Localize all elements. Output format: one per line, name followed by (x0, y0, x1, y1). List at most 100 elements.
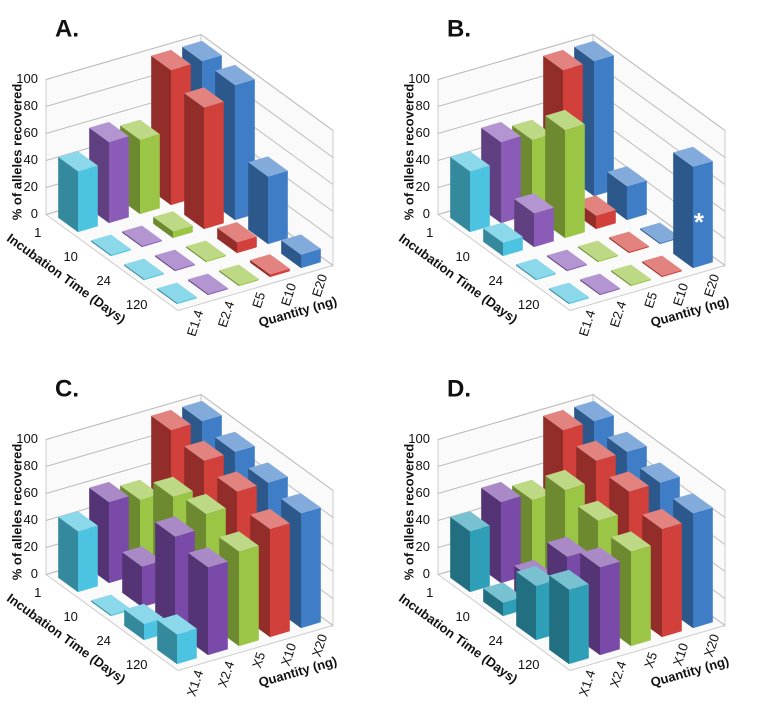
bar-top (153, 476, 193, 497)
bar-front (301, 507, 321, 629)
bar-front (569, 584, 589, 665)
bar (516, 258, 556, 281)
bar-side (122, 231, 142, 248)
bar-front (144, 273, 164, 281)
bar (450, 511, 490, 593)
bar-top (549, 569, 589, 590)
y-axis-label: % of alleles recovered (9, 84, 24, 221)
bar-top (481, 121, 521, 143)
bar-front (237, 236, 257, 254)
bar-front (594, 55, 614, 197)
bar (580, 273, 620, 296)
bar-side (549, 288, 569, 305)
z-tick-label: E20 (309, 272, 330, 299)
panel: 0 20 40 60 80 100 B. % of alleles recovered 1 10 2… (396, 15, 730, 338)
bar-top (215, 431, 255, 452)
z-tick-label: X2.4 (215, 659, 238, 689)
bar-top (543, 49, 583, 71)
annotation: * (694, 207, 705, 237)
bar-front (567, 264, 587, 272)
bar-top (576, 195, 616, 216)
bar-top (155, 516, 195, 537)
bar-top (250, 508, 290, 530)
bar-top (250, 254, 290, 275)
bar-top (124, 603, 164, 624)
bar-front (565, 124, 585, 239)
bar-front (534, 207, 554, 248)
z-tick-label: X10 (278, 641, 299, 668)
bar-side (219, 270, 239, 287)
x-tick-label: 24 (96, 633, 110, 648)
x-tick-label: 1 (426, 225, 433, 240)
y-tick-label: 80 (24, 98, 38, 113)
bar-front (470, 165, 490, 233)
z-axis-label: Quantity (ng) (649, 293, 731, 330)
bar-front (111, 249, 131, 257)
panel: 0 20 40 60 80 100 C. % of alleles recovered 1 10 2… (4, 375, 338, 698)
y-tick-label: 40 (24, 152, 38, 167)
bar-side (248, 162, 268, 245)
panel-title: D. (447, 375, 471, 402)
bar (91, 234, 131, 257)
bar (673, 146, 713, 269)
bar-top (481, 481, 521, 503)
bar-top (217, 471, 257, 492)
z-axis-label: Quantity (ng) (649, 653, 731, 690)
y-tick-label: 40 (416, 512, 430, 527)
y-tick-label: 60 (416, 125, 430, 140)
panel: 0 20 40 60 80 100 A. % of alleles recovered 1 10 2… (4, 15, 338, 338)
y-tick-label: 60 (24, 125, 38, 140)
bar-top (91, 594, 131, 615)
z-tick-label: E2.4 (215, 299, 238, 329)
bar-front (470, 525, 490, 593)
bar-top (184, 440, 224, 461)
bar-top (184, 87, 224, 108)
bar (248, 156, 288, 245)
bar (547, 249, 587, 272)
bar-side (186, 246, 206, 263)
y-tick-label: 0 (31, 206, 38, 221)
bar-side (450, 156, 470, 233)
bar-side (58, 156, 78, 233)
panel-title: C. (55, 375, 79, 402)
bar-side (122, 552, 142, 608)
bar-top (512, 119, 552, 140)
bar-front (631, 545, 651, 647)
bar-side (483, 588, 503, 617)
bar-front (140, 134, 160, 215)
y-tick-label: 0 (423, 566, 430, 581)
grid-line (45, 33, 334, 131)
x-tick-label: 24 (488, 273, 502, 288)
y-tick-label: 80 (24, 458, 38, 473)
bar (153, 211, 193, 239)
bar-front (662, 523, 682, 638)
x-tick-label: 1 (426, 585, 433, 600)
bar-top (122, 225, 162, 246)
z-tick-label: X20 (309, 632, 330, 659)
bar-top (673, 146, 713, 167)
y-axis-label: % of alleles recovered (401, 84, 416, 221)
bar-side (516, 264, 536, 281)
bar-top (281, 493, 321, 514)
bar-side (450, 516, 470, 593)
bar-front (270, 268, 290, 278)
bar-side (124, 609, 144, 641)
bar-top (91, 234, 131, 255)
bar-top (545, 469, 585, 491)
y-tick-label: 20 (24, 179, 38, 194)
bar (122, 225, 162, 248)
bar-top (673, 493, 713, 514)
bar-front (569, 297, 589, 305)
bar-top (574, 400, 614, 422)
bar-top (186, 493, 226, 515)
bar-top (217, 222, 257, 243)
bar-top (248, 156, 288, 177)
bar (549, 569, 589, 665)
bar-top (580, 547, 620, 568)
bar (58, 511, 98, 593)
bar-side (516, 571, 536, 641)
bar-front (206, 255, 226, 263)
x-tick-label: 1 (34, 585, 41, 600)
bar-front (239, 545, 259, 647)
